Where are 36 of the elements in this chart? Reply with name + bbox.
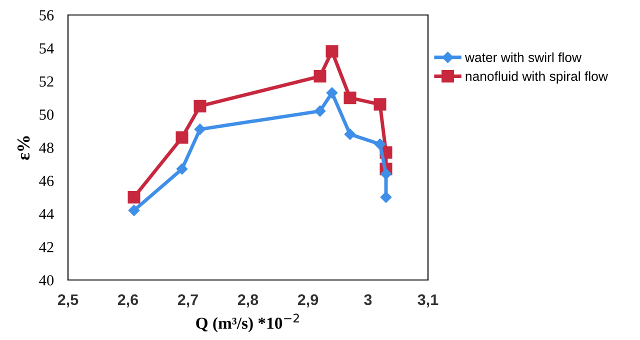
point — [344, 128, 356, 140]
point — [314, 70, 326, 83]
y-tick-label: 52 — [40, 76, 54, 87]
x-tick-label: 2,8 — [238, 294, 258, 308]
point — [128, 190, 140, 204]
x-tick-label: 2,5 — [58, 294, 78, 308]
x-tick-label: 2,6 — [118, 294, 138, 308]
point — [344, 92, 356, 104]
point — [194, 124, 206, 135]
x-tick-label: 2,9 — [298, 294, 318, 308]
y-tick-label: 46 — [39, 176, 54, 186]
y-tick-label: 42 — [39, 242, 54, 252]
point — [194, 100, 206, 112]
point — [176, 163, 188, 175]
x-tick-label: 3 — [364, 294, 372, 306]
y-tick-label: 44 — [39, 208, 54, 220]
x-tick-label: 2,7 — [178, 294, 198, 308]
y-tick-label: 50 — [40, 110, 54, 120]
point — [374, 98, 386, 111]
legend-label: nanofluid with spiral flow — [466, 71, 608, 84]
x-tick-label: 3,1 — [418, 294, 438, 308]
point — [380, 192, 392, 203]
point — [374, 138, 386, 150]
x-axis-title: Q (m³/s) *10$^{−2}$ — [196, 314, 299, 332]
y-tick-label: 40 — [39, 275, 54, 286]
point — [176, 131, 188, 144]
y-axis-title: ε% — [17, 136, 30, 160]
point — [314, 105, 326, 117]
y-tick-label: 48 — [39, 142, 54, 153]
legend-label: water with swirl flow — [464, 52, 582, 62]
y-tick-label: 56 — [40, 10, 54, 20]
y-tick-label: 54 — [40, 43, 54, 54]
point — [326, 45, 338, 58]
point — [326, 87, 338, 98]
point — [128, 204, 140, 216]
point — [380, 168, 392, 180]
